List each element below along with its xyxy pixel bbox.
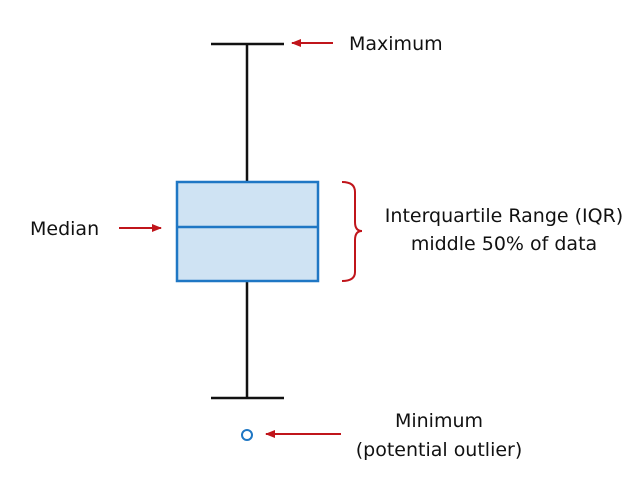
iqr-box [175, 180, 320, 283]
maximum-label: Maximum [349, 33, 443, 55]
minimum-label-line1: Minimum [395, 410, 483, 432]
minimum-label-line2: (potential outlier) [356, 439, 523, 461]
iqr-bracket [341, 181, 363, 282]
outlier-point [241, 429, 253, 441]
median-label: Median [30, 218, 99, 240]
iqr-label-line1: Interquartile Range (IQR) [385, 205, 623, 227]
iqr-label-line2: middle 50% of data [411, 233, 597, 255]
